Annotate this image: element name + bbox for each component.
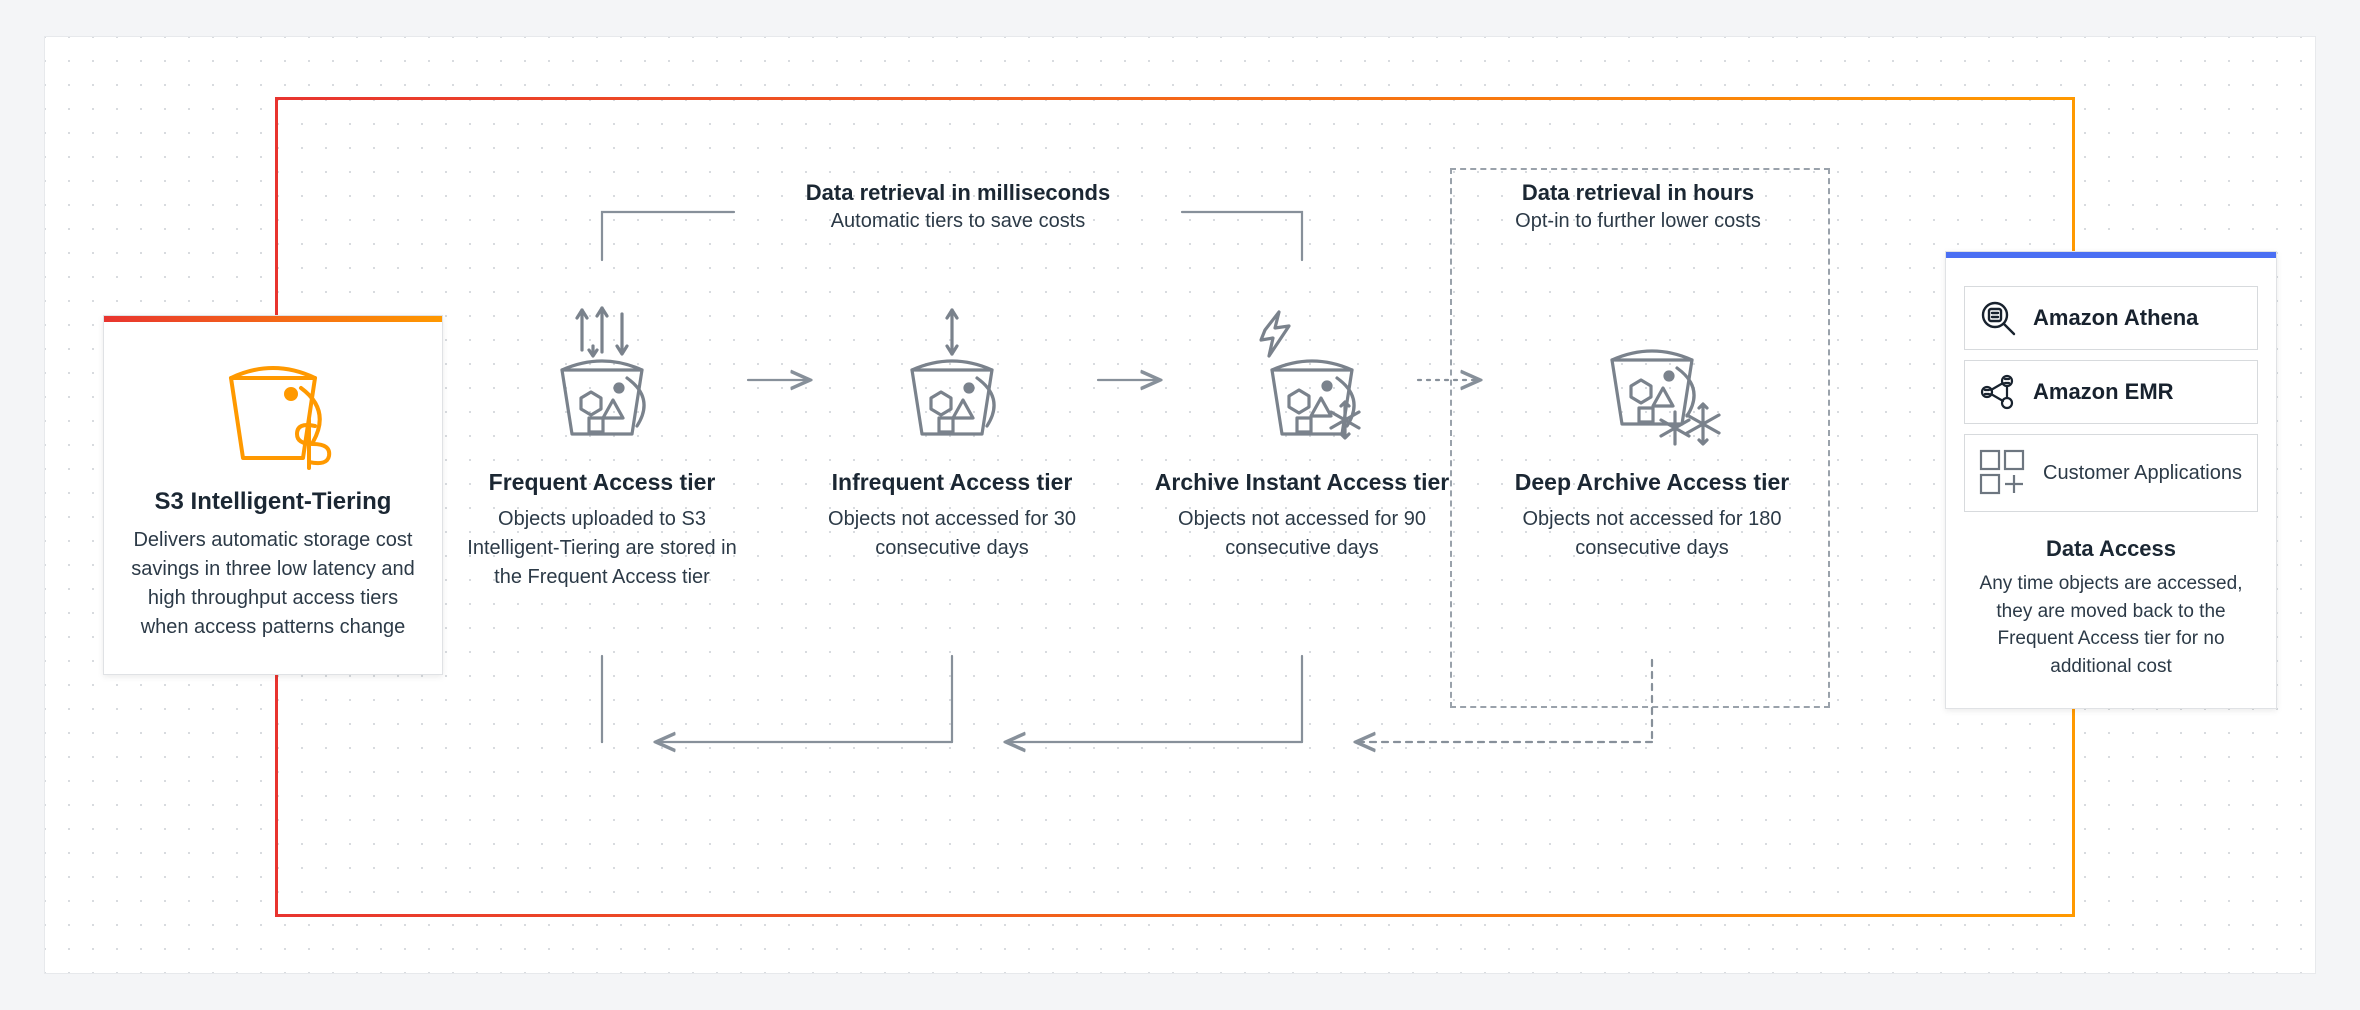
service-label: Amazon EMR [2033, 379, 2174, 405]
tier-description: Objects not accessed for 180 consecutive… [1502, 505, 1802, 563]
section-subtitle: Opt-in to further lower costs [1448, 210, 1828, 233]
tier-description: Objects not accessed for 90 consecutive … [1152, 505, 1452, 563]
s3-intelligent-tiering-icon [213, 362, 333, 472]
card-title: S3 Intelligent-Tiering [128, 488, 418, 516]
tier-archive-instant: Archive Instant Access tier Objects not … [1152, 300, 1452, 563]
data-access-description: Any time objects are accessed, they are … [1964, 570, 2258, 680]
athena-icon [1977, 297, 2019, 339]
emr-icon [1977, 371, 2019, 413]
tier-title: Deep Archive Access tier [1502, 468, 1802, 497]
bucket-frequent-icon [527, 300, 677, 450]
section-label-hours: Data retrieval in hours Opt-in to furthe… [1448, 180, 1828, 233]
section-label-milliseconds: Data retrieval in milliseconds Automatic… [748, 180, 1168, 233]
tier-infrequent: Infrequent Access tier Objects not acces… [802, 300, 1102, 563]
service-label: Amazon Athena [2033, 305, 2198, 331]
section-subtitle: Automatic tiers to save costs [748, 210, 1168, 233]
tier-description: Objects not accessed for 30 consecutive … [802, 505, 1102, 563]
bucket-archive-instant-icon [1227, 300, 1377, 450]
diagram-frame: Data retrieval in milliseconds Automatic… [44, 36, 2316, 974]
service-emr: Amazon EMR [1964, 360, 2258, 424]
tier-frequent: Frequent Access tier Objects uploaded to… [452, 300, 752, 592]
gradient-border-box: Data retrieval in milliseconds Automatic… [275, 97, 2075, 917]
tier-title: Infrequent Access tier [802, 468, 1102, 497]
tier-title: Archive Instant Access tier [1152, 468, 1452, 497]
tier-title: Frequent Access tier [452, 468, 752, 497]
service-athena: Amazon Athena [1964, 286, 2258, 350]
data-access-card: Amazon Athena Amazon EMR [1945, 251, 2277, 709]
applications-label: Customer Applications [2043, 460, 2242, 486]
data-access-title: Data Access [1964, 536, 2258, 562]
section-title: Data retrieval in hours [1448, 180, 1828, 206]
applications-icon [1977, 447, 2029, 499]
tier-description: Objects uploaded to S3 Intelligent-Tieri… [452, 505, 752, 592]
bucket-infrequent-icon [877, 300, 1027, 450]
customer-applications: Customer Applications [1964, 434, 2258, 512]
card-description: Delivers automatic storage cost savings … [128, 526, 418, 642]
intelligent-tiering-card: S3 Intelligent-Tiering Delivers automati… [103, 315, 443, 675]
section-title: Data retrieval in milliseconds [748, 180, 1168, 206]
bucket-deep-archive-icon [1577, 300, 1727, 450]
tier-deep-archive: Deep Archive Access tier Objects not acc… [1502, 300, 1802, 563]
